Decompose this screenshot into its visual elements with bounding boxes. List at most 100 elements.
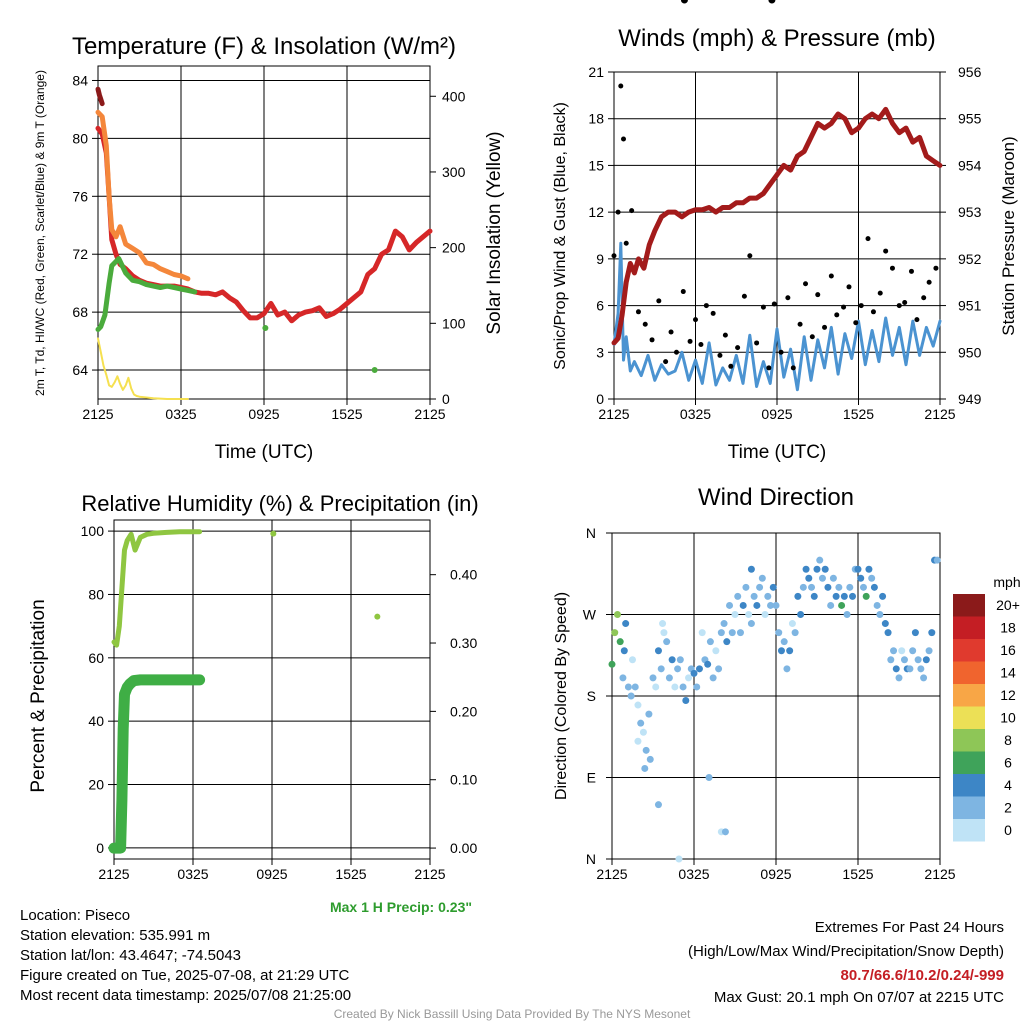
rh-series-point <box>270 530 277 537</box>
wind-xtick-label: 0925 <box>761 406 792 422</box>
temp-xtick-label: 0925 <box>248 406 279 422</box>
direction-point <box>933 556 941 564</box>
direction-point <box>704 660 712 668</box>
direction-point <box>777 647 785 655</box>
temp-xtick-label: 1525 <box>331 406 362 422</box>
rh-ytick-label: 0 <box>96 840 104 856</box>
station-elevation: Station elevation: 535.991 m <box>20 927 211 944</box>
precip-line <box>108 674 206 854</box>
direction-point <box>846 583 854 591</box>
rh-xtick-label: 0325 <box>177 866 208 882</box>
wind-ytick-label: 12 <box>588 204 604 220</box>
wind-ytick-label: 21 <box>588 64 604 80</box>
gust-point <box>921 295 927 301</box>
legend-swatch <box>953 819 985 842</box>
direction-point <box>816 556 824 564</box>
gust-point <box>741 293 747 299</box>
temp-xtick-label: 2125 <box>414 406 445 422</box>
direction-point <box>761 611 769 618</box>
wind-ytick-right-label: 951 <box>958 298 982 314</box>
wind-ytick-right-label: 955 <box>958 111 982 127</box>
legend-swatch <box>953 796 985 819</box>
gust-point <box>815 292 821 298</box>
direction-point <box>890 647 898 655</box>
rh-ytick-right-label: 0.20 <box>450 703 477 719</box>
rh-ytick-label: 40 <box>88 713 104 729</box>
direction-point <box>756 583 764 591</box>
precip-annotation: Max 1 H Precip: 0.23" <box>330 899 472 915</box>
direction-point <box>665 674 673 682</box>
legend-swatch <box>953 706 985 729</box>
gust-point <box>635 309 641 315</box>
rh-xtick-label: 2125 <box>98 866 129 882</box>
direction-point <box>745 611 753 618</box>
gust-point <box>865 236 871 242</box>
direction-point <box>624 683 632 691</box>
wind-ytick-label: 15 <box>588 157 604 173</box>
gust-point <box>902 299 908 305</box>
direction-point <box>747 620 755 628</box>
gust-point <box>747 253 753 259</box>
max-gust: Max Gust: 20.1 mph On 07/07 at 2215 UTC <box>713 989 1004 1006</box>
rh-ytick-label: 20 <box>88 777 104 793</box>
legend-label: 8 <box>1004 732 1012 748</box>
gust-point <box>618 83 624 89</box>
direction-point <box>920 674 928 682</box>
gust-point <box>623 240 629 246</box>
rh-ytick-label: 100 <box>81 523 105 539</box>
direction-point <box>928 629 936 637</box>
temp-series-point <box>371 367 378 374</box>
rh-xtick-label: 2125 <box>414 866 445 882</box>
temp-ytick-label: 64 <box>72 362 88 378</box>
legend-label: 16 <box>1000 642 1016 658</box>
gust-point <box>615 209 621 215</box>
dir-xtick-label: 0325 <box>678 866 709 882</box>
rh-ylabel: Percent & Precipitation <box>28 599 49 792</box>
gust-point <box>703 303 709 309</box>
temp-ytick-label: 72 <box>72 246 88 262</box>
direction-point <box>747 565 755 573</box>
direction-point <box>824 583 832 591</box>
gust-point <box>797 321 803 327</box>
gust-point <box>841 304 847 310</box>
direction-point <box>873 601 881 609</box>
dir-ytick-label: S <box>587 688 596 704</box>
direction-point <box>900 656 908 664</box>
direction-point <box>922 656 930 664</box>
rh-title: Relative Humidity (%) & Precipitation (i… <box>81 491 478 516</box>
direction-point <box>639 728 647 736</box>
direction-point <box>859 583 867 591</box>
wind-ytick-label: 0 <box>596 391 604 407</box>
direction-point <box>769 583 777 591</box>
legend-swatch <box>953 594 985 617</box>
legend-label: 0 <box>1004 822 1012 838</box>
temp-ylabel-right: Solar Insolation (Yellow) <box>484 131 505 334</box>
gust-point <box>908 268 914 274</box>
wind-xtick-label: 2125 <box>598 406 629 422</box>
gust-point <box>629 208 635 214</box>
temp-ytick-right-label: 400 <box>442 88 466 104</box>
direction-point <box>709 674 717 682</box>
direction-point <box>646 755 654 763</box>
gust-point <box>870 309 876 315</box>
direction-point <box>772 601 780 609</box>
temp-series-line <box>95 86 105 107</box>
wind-ytick-right-label: 949 <box>958 391 982 407</box>
temp-title: Temperature (F) & Insolation (W/m²) <box>72 33 456 60</box>
rh-ytick-right-label: 0.30 <box>450 635 477 651</box>
direction-point <box>736 629 744 637</box>
legend-swatch <box>953 751 985 774</box>
dir-xtick-label: 2125 <box>596 866 627 882</box>
gust-point <box>883 248 889 254</box>
direction-point <box>887 656 895 664</box>
direction-point <box>768 0 776 4</box>
direction-point <box>742 583 750 591</box>
legend-swatch <box>953 774 985 797</box>
direction-point <box>739 601 747 609</box>
direction-point <box>802 565 810 573</box>
direction-point <box>788 620 796 628</box>
direction-point <box>690 669 698 677</box>
direction-point <box>783 665 791 673</box>
legend-swatch <box>953 639 985 662</box>
legend-label: 2 <box>1004 800 1012 816</box>
